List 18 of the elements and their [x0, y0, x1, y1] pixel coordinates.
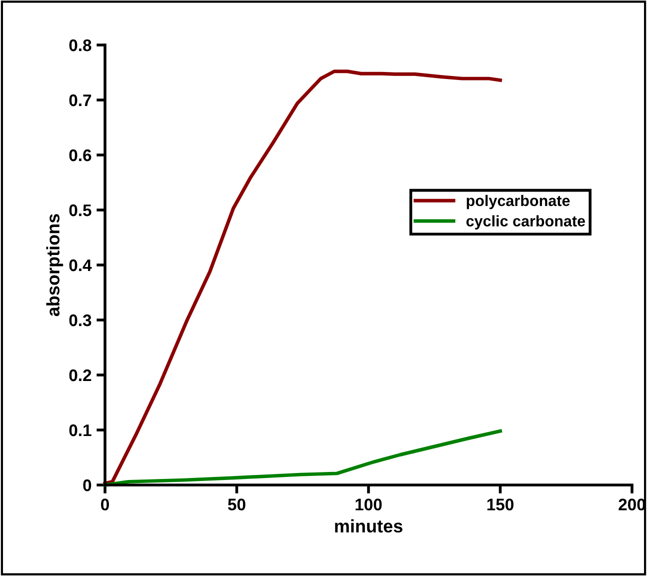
x-tick-label: 100	[356, 498, 382, 510]
legend-label: polycarbonate	[466, 194, 570, 210]
x-tick-label: 0	[101, 498, 109, 510]
legend-label: cyclic carbonate	[466, 215, 586, 230]
y-tick-label: 0.5	[69, 204, 92, 216]
y-tick-label: 0.8	[69, 39, 92, 52]
y-axis-title: absorptions	[46, 214, 64, 316]
y-tick-label: 0.7	[69, 94, 92, 106]
y-tick-label: 0.6	[69, 149, 92, 162]
y-tick-label: 0.1	[69, 424, 92, 436]
line-series	[103, 429, 502, 487]
x-axis-title: minutes	[335, 519, 402, 533]
x-tick-label: 150	[487, 498, 514, 510]
y-tick-label: 0.2	[69, 369, 92, 382]
y-tick-label: 0	[83, 479, 92, 492]
y-tick-label: 0.4	[69, 259, 92, 272]
y-tick-label: 0.3	[69, 314, 92, 326]
x-tick-label: 50	[228, 498, 246, 510]
